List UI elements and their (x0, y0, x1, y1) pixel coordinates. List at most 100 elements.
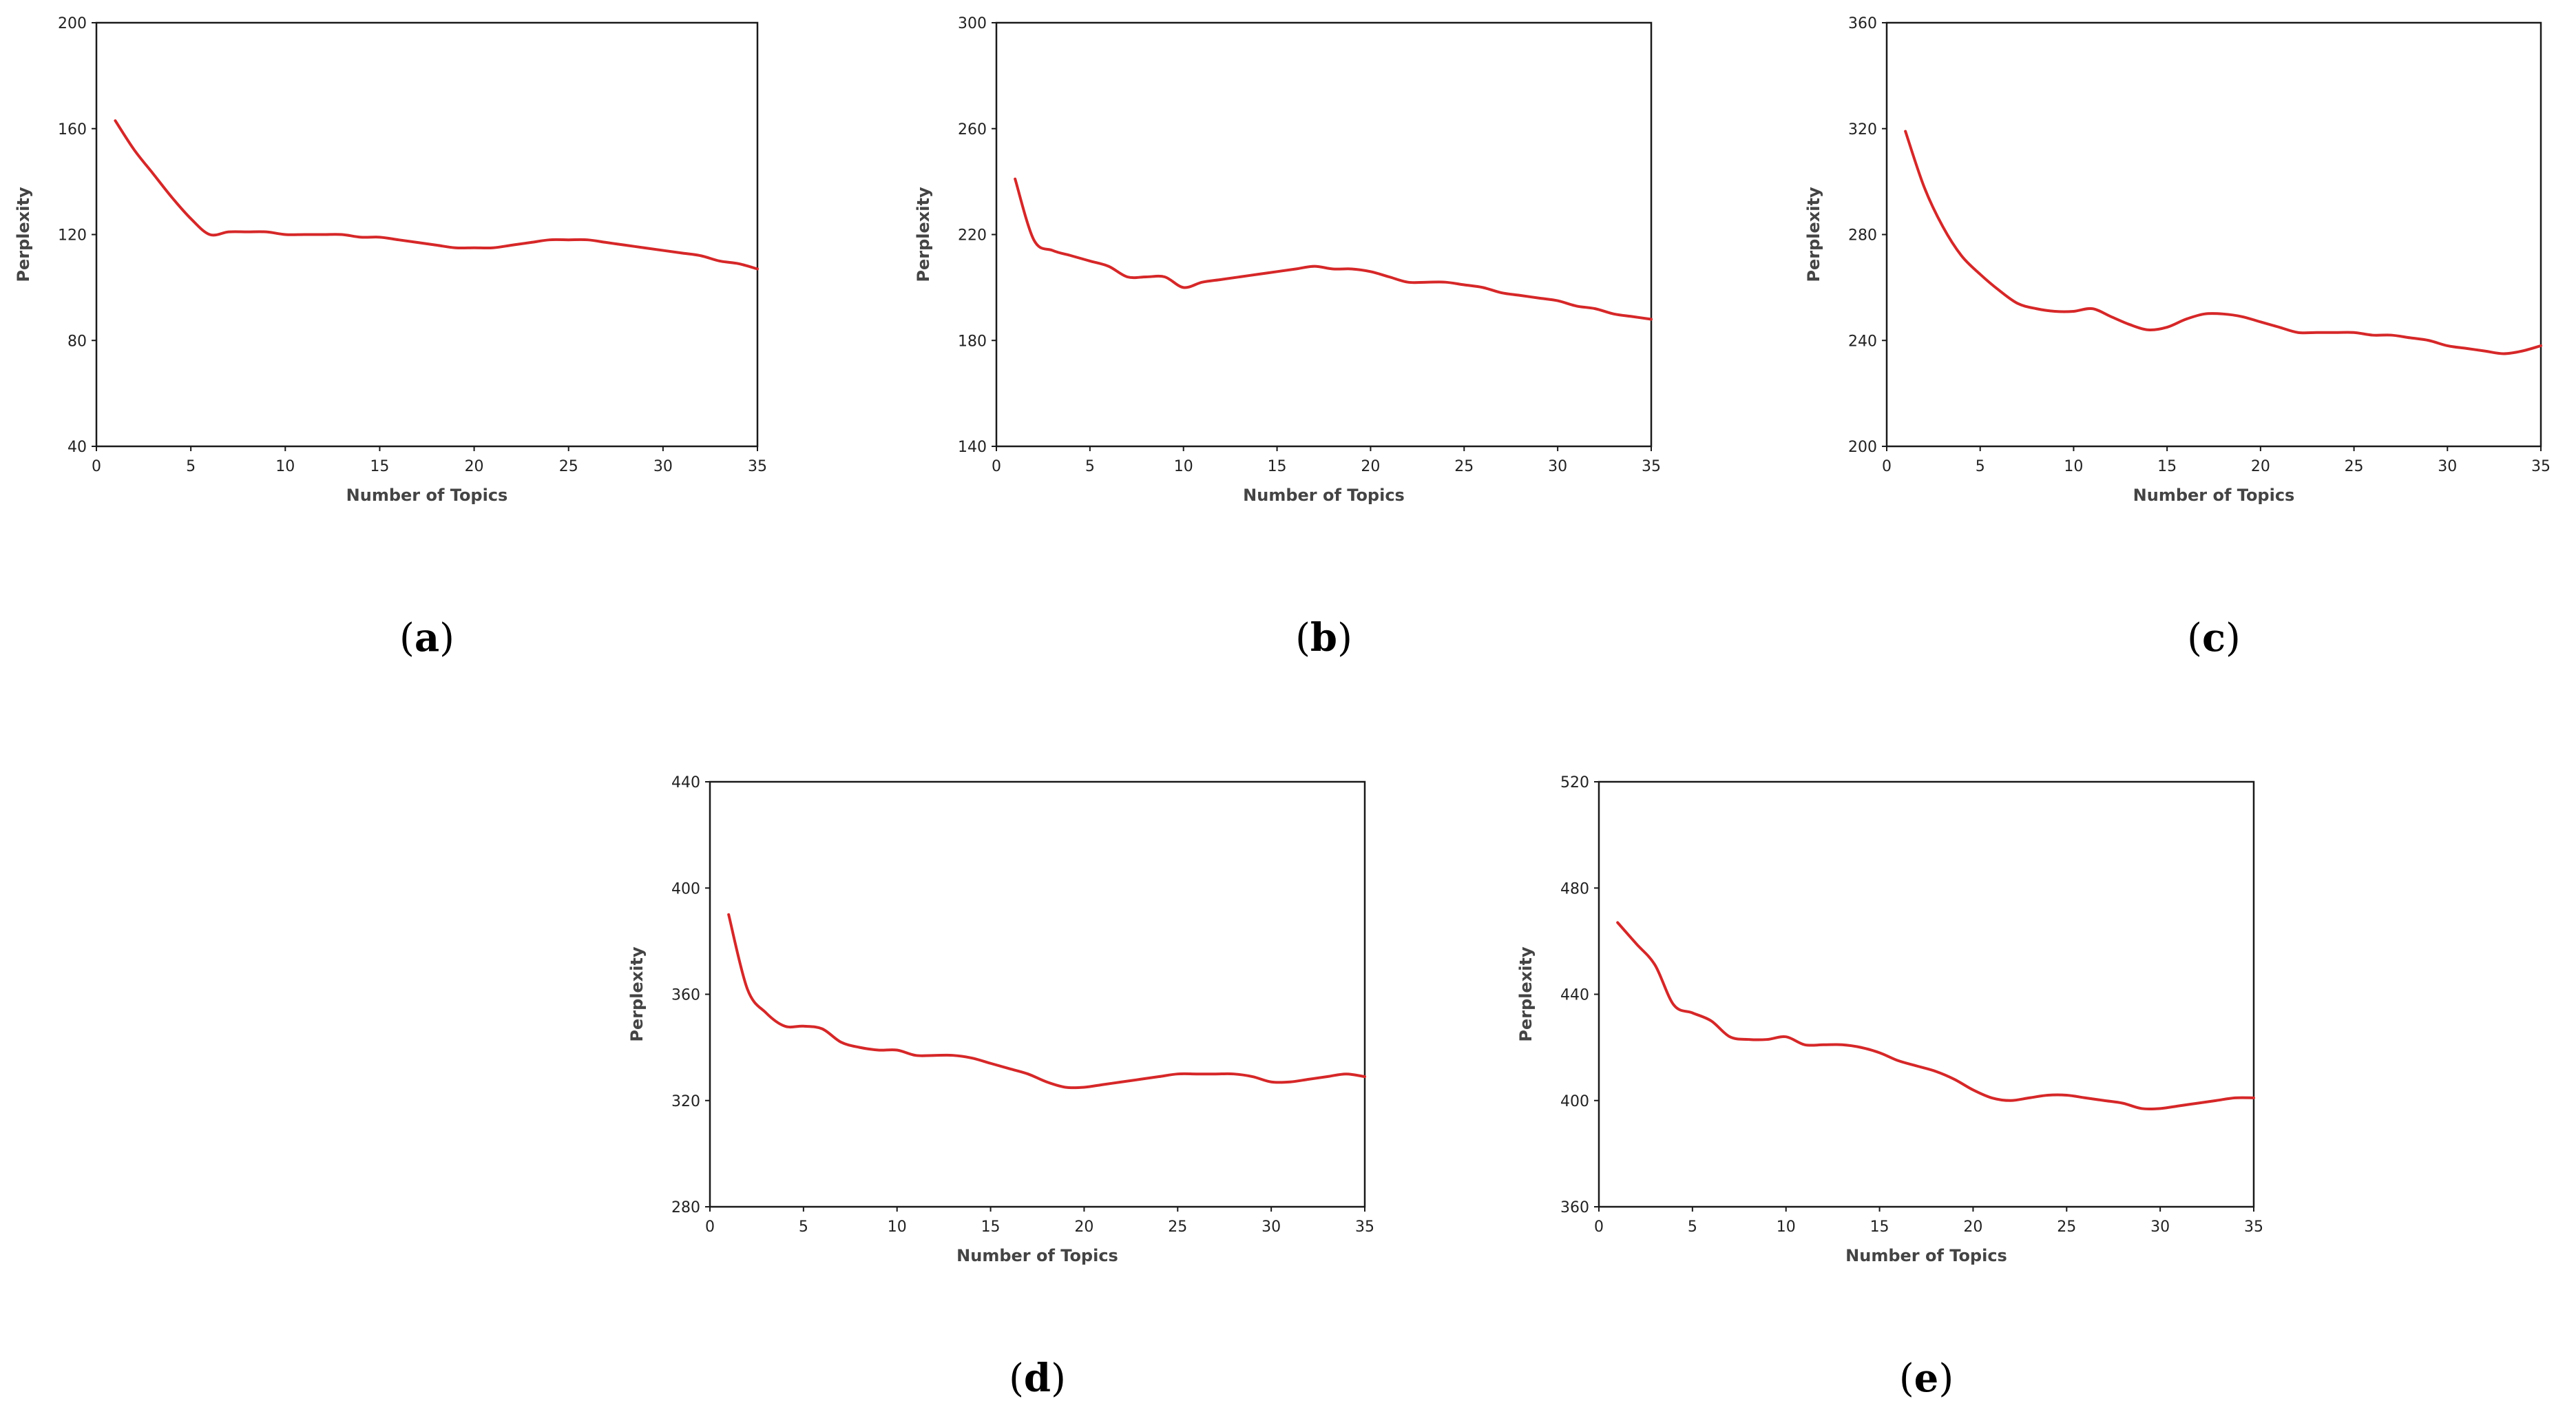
x-tick-label: 0 (92, 458, 101, 475)
x-tick-label: 35 (1355, 1218, 1374, 1236)
plot-frame (1598, 780, 2255, 1208)
data-point (877, 1048, 880, 1051)
data-point (2371, 334, 2374, 337)
data-point (2409, 336, 2411, 339)
data-point (473, 247, 476, 249)
data-point (642, 247, 645, 249)
data-point (737, 262, 740, 265)
x-tick-label: 5 (799, 1218, 808, 1236)
data-point (2065, 1094, 2068, 1097)
data-point (914, 1054, 917, 1057)
data-point (1991, 1097, 1993, 1099)
data-point (1276, 270, 1279, 273)
plot-frame (995, 21, 1653, 448)
data-point (1176, 1072, 1179, 1075)
data-point (1107, 265, 1110, 268)
data-point (2196, 1102, 2199, 1105)
data-point (2128, 323, 2131, 326)
data-point (802, 1025, 805, 1028)
chart-panel-c: 0 5 10 15 20 25 30 35 200 240 280 320 360 Number of T… (1804, 15, 2551, 661)
data-point (1556, 300, 1559, 302)
data-point (718, 260, 721, 262)
x-tick-label: 0 (705, 1218, 715, 1236)
x-tick-label: 30 (2150, 1218, 2170, 1236)
data-point (2091, 307, 2094, 310)
data-point (2140, 1107, 2143, 1110)
data-point (548, 238, 551, 241)
data-point (1295, 267, 1297, 270)
data-point (1635, 942, 1637, 945)
panel-label: (e) (1899, 1356, 1954, 1401)
data-point (322, 234, 324, 236)
x-tick-label: 30 (653, 458, 673, 475)
data-point (1219, 278, 1222, 281)
y-tick-label: 360 (1560, 1199, 1589, 1216)
x-tick-label: 20 (2251, 458, 2270, 475)
x-tick-label: 15 (1870, 1218, 1889, 1236)
x-tick-label: 10 (2064, 458, 2083, 475)
data-point (662, 249, 664, 252)
x-tick-label: 15 (370, 458, 389, 475)
data-point (2203, 313, 2206, 315)
plot-frame (709, 780, 1366, 1208)
data-point (1363, 1075, 1366, 1078)
x-tick-label: 10 (1777, 1218, 1796, 1236)
y-tick-label: 440 (1560, 987, 1589, 1004)
data-point (933, 1054, 936, 1057)
data-point (2215, 1099, 2218, 1102)
data-point (209, 234, 211, 236)
y-tick-label: 480 (1560, 880, 1589, 898)
panel-label: (d) (1009, 1356, 1066, 1401)
data-point (1257, 273, 1259, 276)
data-point (1307, 1078, 1310, 1081)
x-tick-label: 25 (559, 458, 578, 475)
data-point (1251, 1075, 1254, 1078)
y-axis-title: Perplexity (1804, 187, 1823, 282)
data-point (133, 149, 136, 152)
data-point (397, 238, 400, 241)
y-axis-title: Perplexity (1516, 946, 1536, 1042)
data-point (2009, 1099, 2012, 1102)
y-tick-label: 280 (1848, 227, 1877, 245)
x-tick-label: 25 (2345, 458, 2364, 475)
y-tick-label: 400 (671, 880, 700, 898)
data-point (2053, 310, 2056, 313)
data-point (1139, 1078, 1142, 1081)
data-point (1904, 130, 1907, 133)
data-point (1979, 273, 1982, 276)
data-point (510, 244, 513, 247)
x-tick-label: 20 (1074, 1218, 1093, 1236)
y-tick-label: 240 (1848, 333, 1877, 350)
data-point (1214, 1072, 1217, 1075)
data-point (2028, 1097, 2031, 1099)
data-point (265, 231, 268, 234)
x-tick-label: 25 (1168, 1218, 1187, 1236)
y-tick-label: 440 (671, 774, 700, 791)
data-point (1673, 1004, 1675, 1006)
data-point (1008, 1067, 1011, 1070)
data-point (1481, 286, 1484, 289)
data-point (2072, 310, 2075, 313)
data-point (454, 247, 457, 249)
data-point (416, 241, 419, 244)
data-point (1120, 1081, 1123, 1083)
data-point (2166, 326, 2168, 329)
data-point (858, 1046, 861, 1049)
x-tick-label: 25 (1454, 458, 1474, 475)
y-tick-label: 120 (58, 227, 87, 245)
x-axis-title: Number of Topics (956, 1246, 1118, 1265)
x-tick-label: 5 (1688, 1218, 1697, 1236)
data-point (2035, 307, 2038, 310)
y-tick-label: 280 (671, 1199, 700, 1216)
data-point (1878, 1051, 1881, 1054)
data-point (1538, 297, 1540, 300)
y-tick-label: 140 (958, 439, 987, 456)
data-point (1897, 1059, 1900, 1062)
data-point (1233, 1072, 1235, 1075)
x-tick-label: 15 (2157, 458, 2177, 475)
data-point (492, 247, 494, 249)
data-point (784, 1025, 786, 1028)
data-point (1747, 1038, 1750, 1041)
panel-label: (b) (1295, 615, 1352, 661)
data-point (1960, 254, 1963, 257)
